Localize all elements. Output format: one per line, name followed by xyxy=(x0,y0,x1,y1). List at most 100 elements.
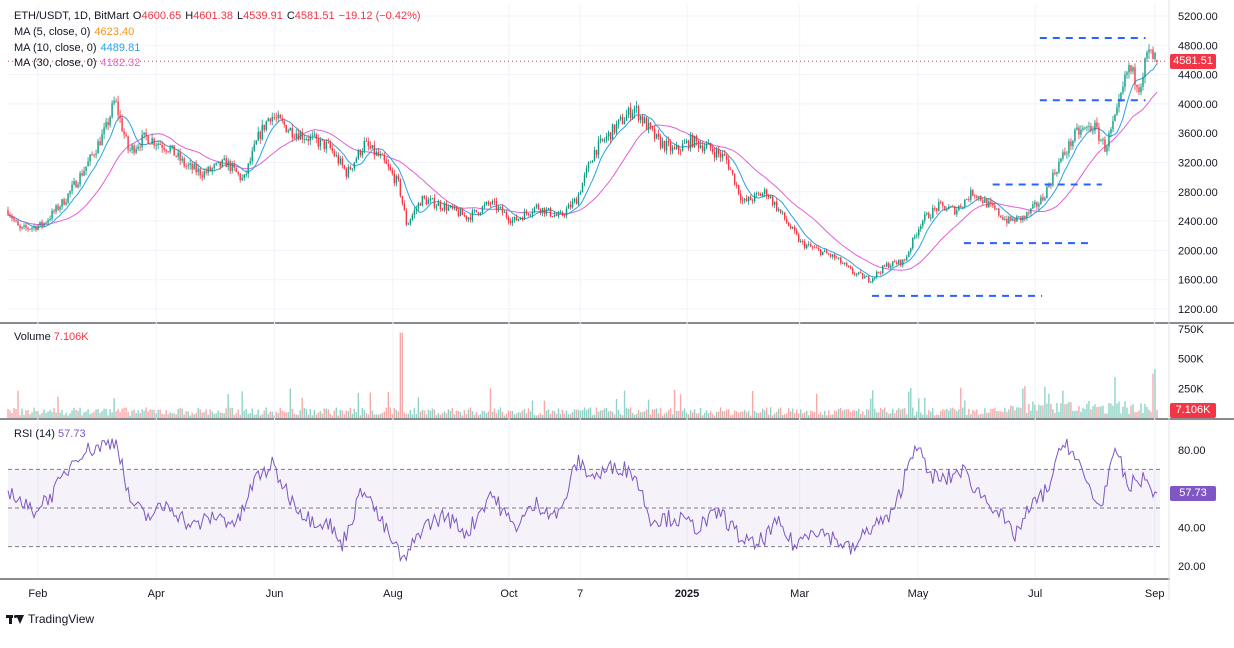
time-tick-label: Aug xyxy=(383,588,403,600)
candle-body xyxy=(685,140,688,143)
candle-body xyxy=(131,145,133,151)
volume-pane-label[interactable]: Volume 7.106K xyxy=(14,331,89,343)
candle-body xyxy=(822,251,824,256)
candle-body xyxy=(659,136,662,148)
volume-bar xyxy=(956,411,958,418)
candle-body xyxy=(1072,140,1074,147)
candle-body xyxy=(81,173,83,176)
volume-bar xyxy=(882,409,884,418)
candle-body xyxy=(17,221,19,226)
volume-bar xyxy=(521,410,524,418)
volume-bar xyxy=(1030,410,1032,418)
candle-body xyxy=(928,213,930,219)
candle-body xyxy=(639,116,642,121)
volume-bar xyxy=(209,409,211,418)
volume-bar xyxy=(557,408,560,418)
candle-body xyxy=(511,219,514,223)
candle-body xyxy=(625,114,628,121)
candle-body xyxy=(491,200,494,204)
volume-bar xyxy=(826,415,828,418)
volume-bar xyxy=(303,408,305,418)
candle-body xyxy=(816,247,818,249)
candle-body xyxy=(555,214,558,216)
legend-low-value: 4539.91 xyxy=(243,10,283,22)
candle-body xyxy=(123,131,125,135)
candle-body xyxy=(721,154,724,158)
candle-body xyxy=(275,117,277,119)
candle-body xyxy=(119,114,121,118)
candle-body xyxy=(257,131,259,141)
candle-body xyxy=(285,124,287,133)
candle-body xyxy=(932,208,934,218)
volume-bar xyxy=(371,410,374,418)
brand-footer[interactable]: TradingView xyxy=(6,612,94,626)
candle-body xyxy=(457,210,460,216)
volume-bar xyxy=(295,414,297,418)
candle-body xyxy=(255,140,257,145)
candle-body xyxy=(1068,141,1070,154)
legend-ma5[interactable]: MA (5, close, 0) 4623.40 xyxy=(14,26,138,38)
volume-bar xyxy=(793,413,796,418)
time-tick-label: Sep xyxy=(1145,588,1165,600)
candle-body xyxy=(9,214,11,217)
volume-bar xyxy=(753,410,756,418)
volume-bar xyxy=(1088,401,1090,418)
candle-body xyxy=(689,134,692,149)
candle-body xyxy=(375,151,378,156)
volume-bar xyxy=(569,413,572,418)
volume-bar xyxy=(493,408,496,418)
candle-body xyxy=(1012,218,1014,221)
rsi-tag-last: 57.73 xyxy=(1170,486,1216,501)
volume-bar xyxy=(1050,404,1052,418)
candle-body xyxy=(207,166,209,173)
ma10-label: MA (10, close, 0) xyxy=(14,42,97,54)
volume-bar xyxy=(627,408,630,418)
volume-bar xyxy=(621,415,624,418)
volume-bar xyxy=(814,412,816,418)
volume-bar xyxy=(1118,401,1120,418)
candle-body xyxy=(910,248,912,252)
volume-bar xyxy=(195,412,197,418)
candle-body xyxy=(1006,218,1008,224)
candle-body xyxy=(641,116,644,124)
candle-body xyxy=(559,212,562,214)
candle-body xyxy=(828,253,830,255)
candle-body xyxy=(657,133,660,137)
volume-bar xyxy=(77,410,79,418)
volume-bar xyxy=(593,414,596,418)
candle-body xyxy=(473,209,476,211)
volume-bar xyxy=(1070,402,1072,418)
rsi-pane-label[interactable]: RSI (14) 57.73 xyxy=(14,428,86,440)
volume-bar xyxy=(57,396,59,418)
candle-body xyxy=(791,226,794,229)
candle-body xyxy=(787,222,790,227)
volume-bar xyxy=(1104,413,1106,418)
volume-bar xyxy=(433,409,436,418)
candle-body xyxy=(293,137,295,139)
volume-bar xyxy=(413,408,416,418)
volume-bar xyxy=(71,410,73,418)
volume-bar xyxy=(633,414,636,418)
volume-bar xyxy=(795,409,798,418)
volume-bar xyxy=(339,409,341,418)
legend-ma30[interactable]: MA (30, close, 0) 4182.32 xyxy=(14,57,144,69)
candle-body xyxy=(675,145,678,149)
candle-body xyxy=(992,203,994,206)
candle-body xyxy=(715,149,718,158)
candle-body xyxy=(701,145,704,151)
time-tick-label: Jun xyxy=(266,588,284,600)
volume-bar xyxy=(267,413,269,418)
candle-body xyxy=(892,261,894,266)
volume-bar xyxy=(1134,412,1136,418)
volume-bar xyxy=(217,410,219,418)
volume-label: Volume xyxy=(14,331,51,343)
candle-body xyxy=(1074,129,1076,141)
volume-bar xyxy=(615,398,618,418)
volume-bar xyxy=(509,411,512,418)
volume-bar xyxy=(81,415,83,418)
legend-ma10[interactable]: MA (10, close, 0) 4489.81 xyxy=(14,42,144,54)
candle-body xyxy=(97,141,99,154)
candle-body xyxy=(215,163,217,165)
volume-bar xyxy=(1072,410,1074,418)
